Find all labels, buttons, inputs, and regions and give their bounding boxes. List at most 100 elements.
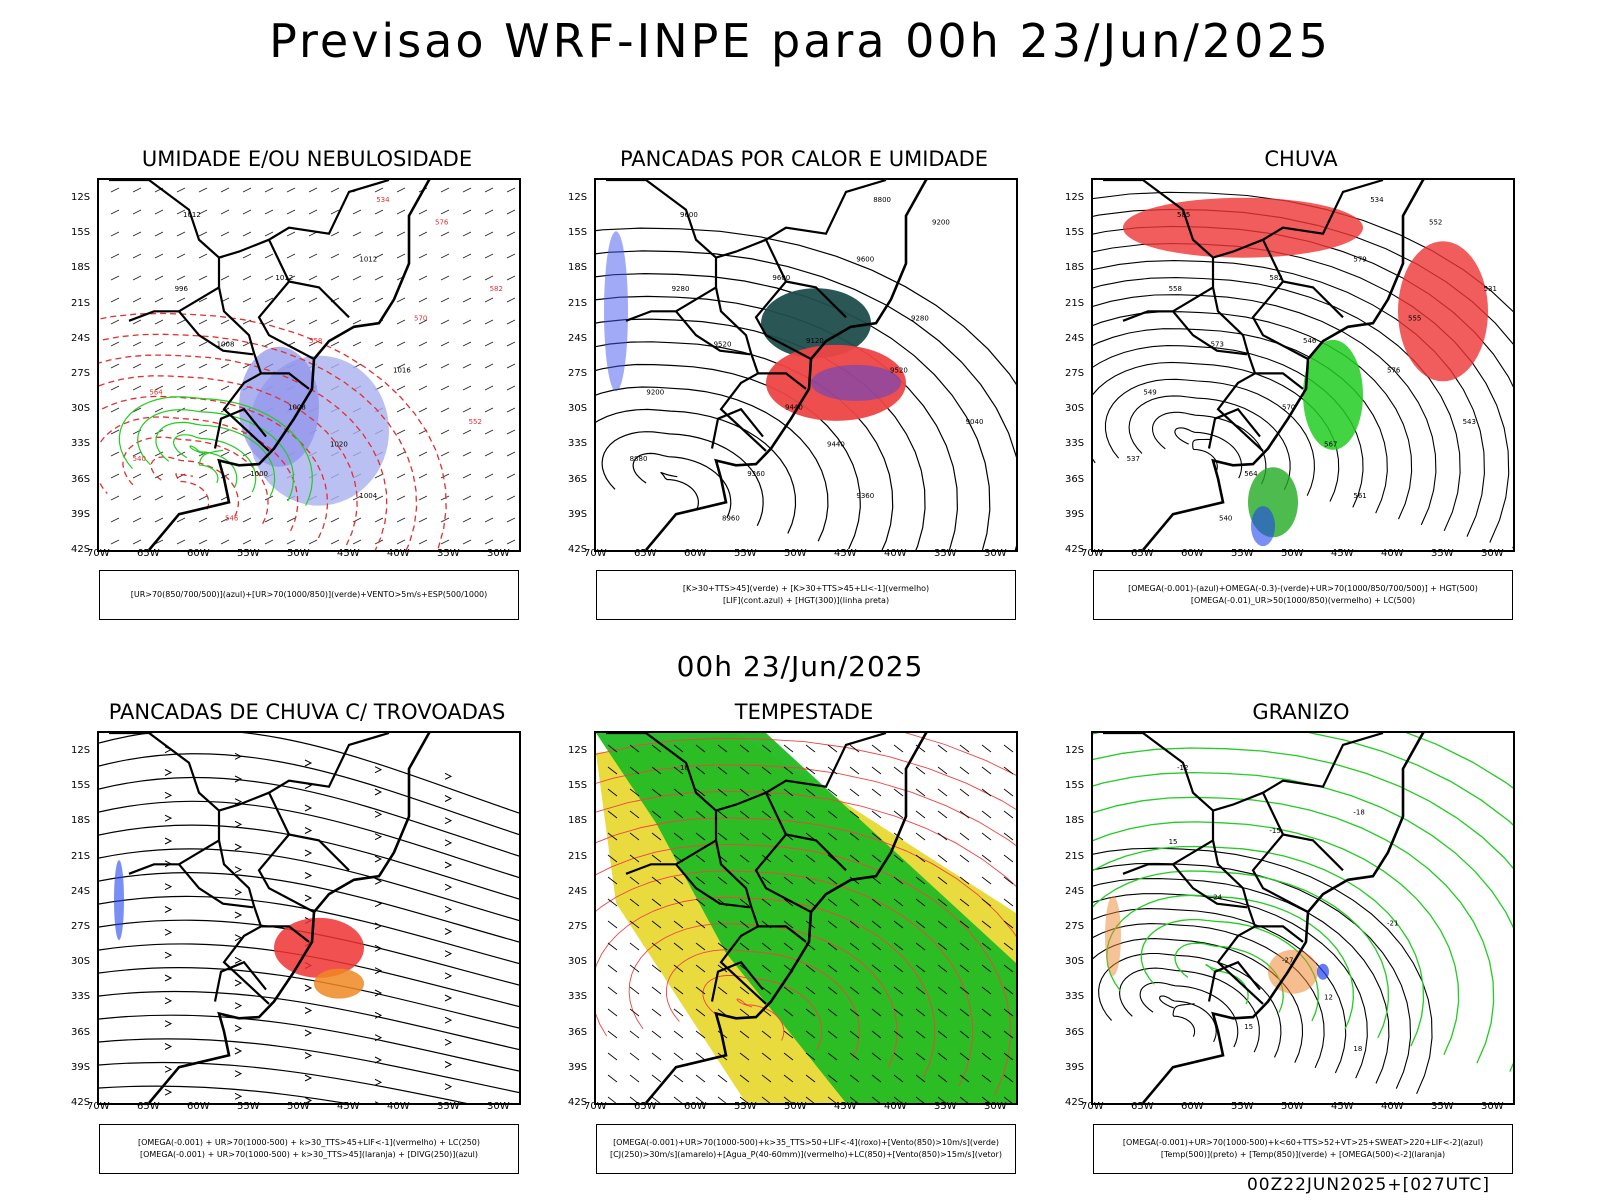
- contour-label: 552: [1429, 218, 1442, 226]
- lon-label: 40W: [387, 548, 410, 559]
- contour-label: 9520: [890, 366, 908, 374]
- lat-label: 21S: [1065, 850, 1085, 862]
- map-panel-3: 585 582 579 576 573 570 567 564 561 558 555 552 549 5…: [1091, 178, 1515, 552]
- contour-label: 18: [1353, 1045, 1362, 1053]
- lat-label: 42S: [71, 544, 91, 555]
- lat-label: 30S: [568, 403, 588, 415]
- map-svg-1: 1012 1012 1012 1016 1008 1008 1020 1000 1004 996 5…: [99, 180, 516, 550]
- lon-label: 40W: [884, 1101, 907, 1112]
- map-svg-5: 10: [596, 733, 1016, 1103]
- lon-label: 60W: [187, 548, 210, 559]
- lat-label: 21S: [71, 297, 91, 309]
- lat-label: 24S: [1065, 332, 1085, 344]
- contour-label: 1012: [359, 255, 377, 263]
- map-panel-6: -12 -15 -18 -21 -24 -27 12 15 18 15: [1091, 731, 1515, 1105]
- lon-label: 35W: [934, 548, 957, 559]
- lon-label: 45W: [1331, 548, 1354, 559]
- lat-label: 33S: [71, 438, 91, 450]
- lat-label: 24S: [568, 885, 588, 897]
- lon-label: 30W: [984, 548, 1007, 559]
- legend-line: [K>30+TTS>45](verde) + [K>30+TTS>45+LI<-…: [682, 584, 930, 593]
- lat-label: 15S: [568, 780, 588, 792]
- contour-label: 570: [414, 315, 427, 323]
- lon-label: 40W: [1381, 548, 1404, 559]
- legend-box-6: [OMEGA(-0.001)+UR>70(1000-500)+k<60+TTS>…: [1093, 1124, 1513, 1174]
- contour-label: 573: [1211, 341, 1224, 349]
- footer-stamp: 00Z22JUN2025+[027UTC]: [1246, 1175, 1490, 1195]
- lat-label: 12S: [71, 745, 91, 756]
- contour-label: 9200: [932, 218, 950, 226]
- contour-label: 8880: [630, 455, 648, 463]
- lat-label: 27S: [1065, 368, 1085, 379]
- lat-label: 42S: [1065, 544, 1085, 555]
- contour-label: -21: [1387, 919, 1398, 927]
- contour-label: 543: [1463, 418, 1476, 426]
- lon-label: 30W: [984, 1101, 1007, 1112]
- lat-label: 27S: [71, 921, 91, 932]
- lon-label: 35W: [1431, 548, 1454, 559]
- contour-label: 564: [1244, 470, 1258, 478]
- lon-label: 45W: [834, 1101, 857, 1112]
- lat-label: 18S: [1065, 262, 1085, 274]
- contour-label: 555: [1408, 315, 1421, 323]
- lon-label: 35W: [1431, 1101, 1454, 1112]
- mid-date: 00h 23/Jun/2025: [676, 650, 924, 683]
- contour-label: 9280: [672, 285, 690, 293]
- contour-label: 10: [680, 764, 689, 772]
- lat-label: 33S: [71, 991, 91, 1003]
- lat-label: 42S: [1065, 1097, 1085, 1108]
- lat-label: 24S: [568, 332, 588, 344]
- lon-label: 45W: [834, 548, 857, 559]
- contour-label: 558: [309, 337, 322, 345]
- legend-line: [OMEGA(-0.001) + UR>70(1000-500) + k>30_…: [137, 1138, 481, 1147]
- lat-label: 18S: [71, 815, 91, 827]
- lat-label: 39S: [1065, 1061, 1085, 1073]
- lat-label: 33S: [568, 991, 588, 1003]
- lat-label: 36S: [71, 473, 91, 485]
- lon-label: 65W: [634, 1101, 657, 1112]
- map-svg-3: 585 582 579 576 573 570 567 564 561 558 555 552 549 5…: [1093, 180, 1513, 550]
- map-svg-6: -12 -15 -18 -21 -24 -27 12 15 18 15: [1093, 733, 1513, 1103]
- map-panel-1: 1012 1012 1012 1016 1008 1008 1020 1000 1004 996 5…: [97, 178, 521, 552]
- contour-label: 549: [1143, 389, 1156, 397]
- legend-line: [OMEGA(-0.001) + UR>70(1000-500) + k>30_…: [139, 1150, 479, 1159]
- lon-label: 60W: [187, 1101, 210, 1112]
- contour-label: 9440: [785, 403, 803, 411]
- lat-label: 21S: [71, 850, 91, 862]
- lon-label: 50W: [784, 1101, 807, 1112]
- contour-label: 9280: [911, 315, 929, 323]
- map-panel-2: 9600 9600 9600 9520 9520 9440 9440 9360 9360 9280…: [594, 178, 1018, 552]
- map-svg-2: 9600 9600 9600 9520 9520 9440 9440 9360 9360 9280…: [596, 180, 1016, 550]
- lat-label: 12S: [568, 192, 588, 203]
- lon-label: 65W: [1131, 548, 1154, 559]
- lon-label: 60W: [684, 548, 707, 559]
- lat-label: 30S: [1065, 403, 1085, 415]
- contour-label: -27: [1282, 956, 1293, 964]
- lon-label: 55W: [237, 1101, 260, 1112]
- contour-label: 9520: [714, 341, 732, 349]
- lon-label: 65W: [137, 1101, 160, 1112]
- legend-line: [OMEGA(-0.001)-(azul)+OMEGA(-0.3)-(verde…: [1128, 584, 1478, 593]
- lon-label: 50W: [287, 548, 310, 559]
- panel-title-1: UMIDADE E/OU NEBULOSIDADE: [141, 147, 473, 171]
- legend-line: [OMEGA(-0.01)_UR>50(1000/850)(vermelho) …: [1190, 596, 1416, 605]
- lon-label: 55W: [1231, 1101, 1254, 1112]
- lat-label: 39S: [1065, 508, 1085, 520]
- contour-label: 1008: [288, 403, 306, 411]
- contour-label: 8960: [722, 514, 740, 522]
- legend-box-2: [K>30+TTS>45](verde) + [K>30+TTS>45+LI<-…: [596, 570, 1016, 620]
- lat-label: 36S: [1065, 1026, 1085, 1038]
- lon-label: 70W: [1081, 1101, 1104, 1112]
- lat-label: 30S: [71, 403, 91, 415]
- map-panel-5: 10: [594, 731, 1018, 1105]
- contour-label: 8800: [873, 196, 891, 204]
- contour-label: 552: [469, 418, 482, 426]
- contour-label: 9040: [966, 418, 984, 426]
- lon-label: 35W: [437, 548, 460, 559]
- contour-label: 534: [376, 196, 390, 204]
- contour-label: 570: [1282, 403, 1295, 411]
- lat-label: 15S: [1065, 780, 1085, 792]
- contour-label: 576: [435, 218, 449, 226]
- lat-label: 24S: [71, 885, 91, 897]
- lon-label: 40W: [387, 1101, 410, 1112]
